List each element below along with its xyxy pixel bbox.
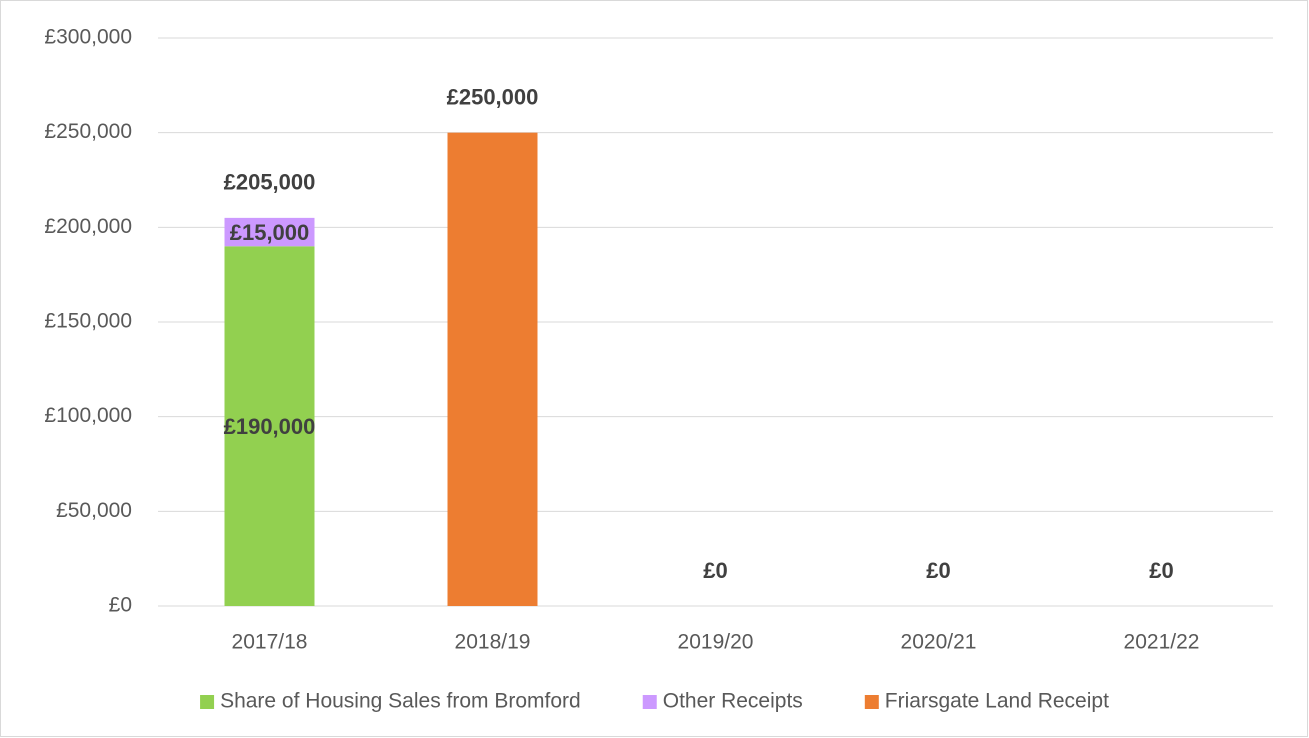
bar-segment [447,132,538,606]
x-tick-label: 2021/22 [1124,631,1200,654]
total-label: £0 [926,558,950,583]
total-label: £205,000 [224,170,316,195]
y-tick-label: £0 [109,594,132,617]
total-label: £250,000 [447,84,539,109]
bar-segment [224,246,315,606]
y-tick-label: £200,000 [44,215,132,238]
y-tick-label: £250,000 [44,120,132,143]
y-tick-label: £300,000 [44,26,132,49]
legend-label: Friarsgate Land Receipt [885,690,1109,713]
y-tick-label: £50,000 [56,499,132,522]
legend-swatch [864,695,879,709]
legend-swatch [200,695,215,709]
total-label: £0 [703,558,727,583]
total-label: £0 [1149,558,1173,583]
y-tick-label: £100,000 [44,404,132,427]
y-tick-label: £150,000 [44,310,132,333]
x-tick-label: 2019/20 [678,631,754,654]
x-tick-label: 2017/18 [232,631,308,654]
x-tick-label: 2018/19 [455,631,531,654]
bar-segment [224,217,315,247]
legend-swatch [642,695,657,709]
legend-label: Share of Housing Sales from Bromford [220,690,581,713]
data-label: £15,000 [230,220,310,245]
x-tick-label: 2020/21 [901,631,977,654]
legend-label: Other Receipts [663,690,803,713]
data-label: £190,000 [224,414,316,439]
